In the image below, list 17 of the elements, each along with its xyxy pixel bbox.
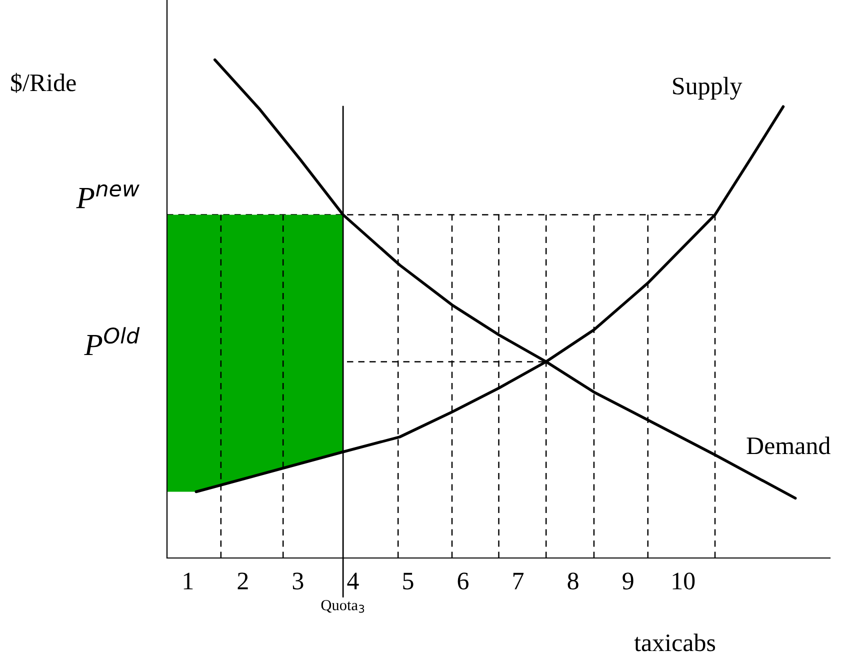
x-tick-label: 9 [622,572,634,590]
x-tick-label: 7 [513,572,524,590]
ref-line-label: P$^{new}$ [76,184,140,208]
x-tick-label: 3 [292,572,304,590]
x-tick-label: 4 [347,572,359,590]
series-label: Supply [673,76,742,100]
x-tick-label: 6 [458,572,469,590]
series-label: Demand [746,436,830,454]
x-tick-label: 8 [568,572,578,590]
y-axis-title: $/Ride [11,72,76,93]
x-tick-label: 5 [403,572,414,590]
x-tick-label: 10 [672,572,695,590]
ref-line-label: P$^{Old}$ [84,327,140,356]
ref-line-label: Quota$_{3}$ [321,600,364,613]
x-tick-label: 1 [184,572,193,590]
x-axis-title: taxicabs [634,634,716,652]
x-tick-label: 2 [238,572,248,590]
